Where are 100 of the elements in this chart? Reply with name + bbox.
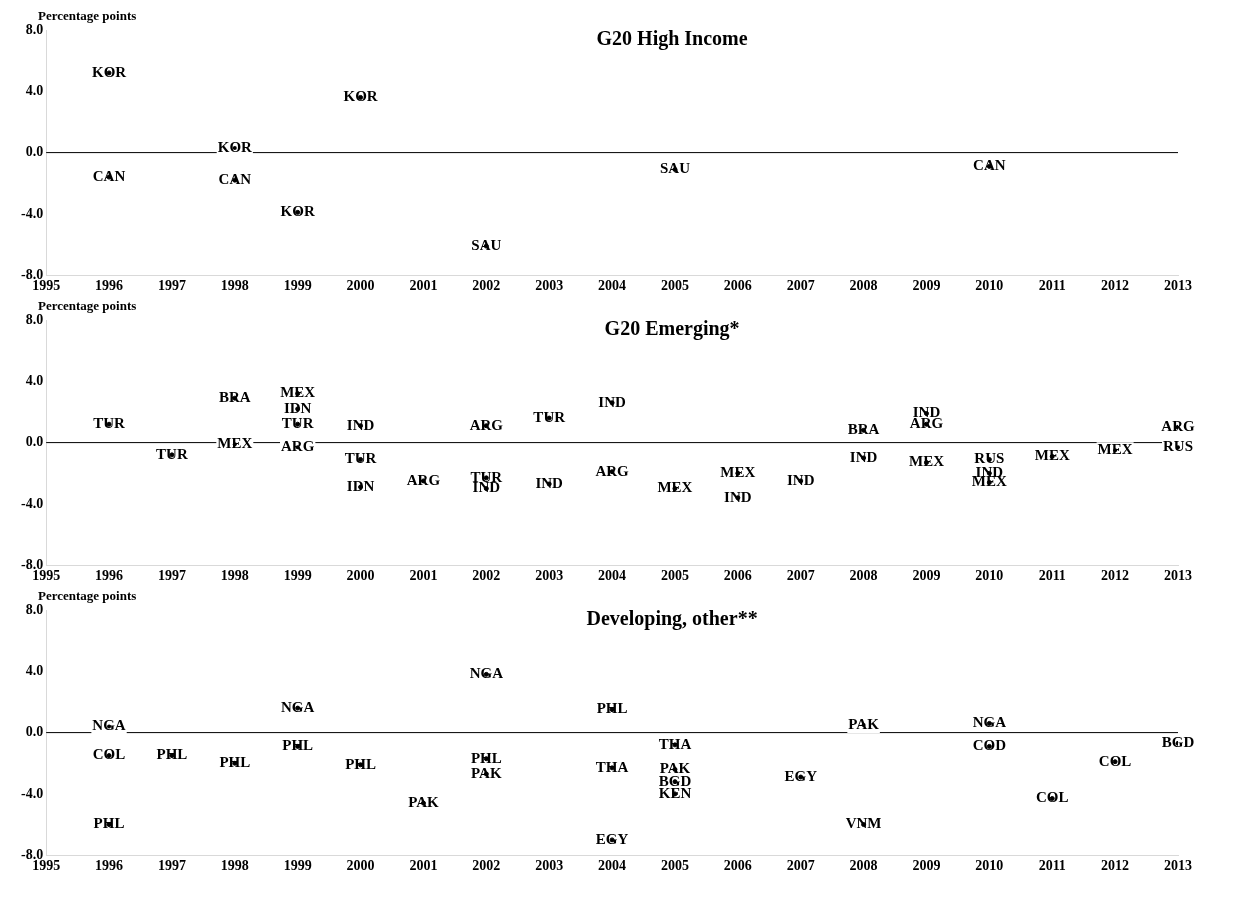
data-label: MEX <box>720 464 756 481</box>
y-tick-label: 0.0 <box>25 724 44 740</box>
x-tick-label: 2010 <box>975 858 1004 874</box>
data-label: PAK <box>848 715 880 732</box>
x-tick-label: 2013 <box>1164 858 1192 874</box>
x-tick-label: 2009 <box>912 278 941 294</box>
data-label: COD <box>972 737 1007 754</box>
chart-title: G20 Emerging* <box>604 317 740 341</box>
data-label: PHL <box>93 815 125 832</box>
x-tick-label: 2010 <box>975 568 1004 584</box>
x-tick-label: 1997 <box>157 568 186 584</box>
data-label: NGA <box>972 714 1007 731</box>
x-tick-label: 1997 <box>157 858 186 874</box>
data-label: PHL <box>282 737 314 754</box>
y-tick-label: -4.0 <box>20 495 44 511</box>
data-label: ARG <box>1161 418 1195 435</box>
x-tick-label: 2012 <box>1101 858 1130 874</box>
x-tick-label: 2004 <box>598 568 627 584</box>
x-tick-label: 2001 <box>409 568 438 584</box>
data-label: TUR <box>344 450 377 467</box>
x-tick-label: 2000 <box>346 858 375 874</box>
data-label: BRA <box>847 421 880 438</box>
x-tick-label: 2002 <box>472 858 501 874</box>
data-label: THA <box>658 735 692 752</box>
x-tick-label: 1999 <box>283 568 312 584</box>
x-tick-label: 1998 <box>220 278 249 294</box>
x-tick-label: 2005 <box>660 278 689 294</box>
y-tick-label: -4.0 <box>20 785 44 801</box>
y-tick-label: 8.0 <box>25 601 44 617</box>
data-label: IND <box>598 393 626 410</box>
y-tick-label: 8.0 <box>25 311 44 327</box>
data-label: KOR <box>91 63 127 80</box>
data-label: PHL <box>345 755 376 772</box>
data-label: THA <box>595 758 629 775</box>
data-label: NGA <box>281 698 315 715</box>
x-tick-label: 2000 <box>346 278 375 294</box>
x-tick-label: 2012 <box>1101 568 1130 584</box>
x-tick-label: 2001 <box>409 858 438 874</box>
data-label: IND <box>535 474 564 491</box>
x-tick-label: 2003 <box>535 278 564 294</box>
data-label: SAU <box>471 236 502 253</box>
x-tick-label: 1996 <box>95 278 124 294</box>
data-label: TUR <box>93 415 126 432</box>
data-label: RUS <box>1162 438 1194 455</box>
x-tick-label: 2007 <box>786 858 815 874</box>
y-tick-label: 0.0 <box>25 144 44 160</box>
x-tick-label: 2008 <box>849 858 878 874</box>
x-tick-label: 1998 <box>220 568 249 584</box>
data-label: BGD <box>1161 734 1195 751</box>
data-label: MEX <box>280 384 316 401</box>
y-axis-title: Percentage points <box>38 587 137 603</box>
x-tick-label: 2000 <box>346 568 375 584</box>
x-tick-label: 2005 <box>660 568 689 584</box>
y-tick-label: 8.0 <box>25 21 44 37</box>
x-tick-label: 2010 <box>975 278 1004 294</box>
chart-title: G20 High Income <box>596 27 748 51</box>
data-label: EGY <box>784 767 818 784</box>
x-tick-label: 2009 <box>912 858 941 874</box>
chart-title: Developing, other** <box>586 607 758 631</box>
data-label: CAN <box>973 157 1006 174</box>
data-label: COL <box>92 746 126 763</box>
data-label: PHL <box>219 754 251 771</box>
data-label: TUR <box>533 408 566 425</box>
data-label: PAK <box>408 793 440 810</box>
x-tick-label: 2003 <box>535 858 564 874</box>
x-tick-label: 1999 <box>283 858 312 874</box>
data-label: BRA <box>218 389 251 406</box>
data-label: ARG <box>406 471 441 488</box>
data-label: PHL <box>156 746 188 763</box>
data-label: ARG <box>469 416 504 433</box>
x-tick-label: 2004 <box>598 278 627 294</box>
data-label: MEX <box>657 479 693 496</box>
y-tick-label: 4.0 <box>25 662 44 678</box>
x-tick-label: 2004 <box>598 858 627 874</box>
x-tick-label: 2002 <box>472 278 501 294</box>
data-label: KOR <box>280 203 315 220</box>
x-tick-label: 2007 <box>786 568 815 584</box>
data-label: ARG <box>595 462 630 479</box>
data-label: RUS <box>974 450 1005 467</box>
data-label: VNM <box>845 815 882 832</box>
x-tick-label: 2002 <box>472 568 501 584</box>
data-label: MEX <box>1034 447 1070 464</box>
x-tick-label: 2013 <box>1164 278 1192 294</box>
x-tick-label: 2005 <box>660 858 689 874</box>
y-axis-title: Percentage points <box>38 7 137 23</box>
y-tick-label: 0.0 <box>25 434 44 450</box>
x-tick-label: 2011 <box>1038 278 1066 294</box>
x-tick-label: 2006 <box>723 858 752 874</box>
x-tick-label: 2003 <box>535 568 564 584</box>
data-label: CAN <box>218 171 252 188</box>
x-tick-label: 2001 <box>409 278 438 294</box>
x-tick-label: 2006 <box>723 278 752 294</box>
x-tick-label: 1996 <box>95 568 124 584</box>
x-tick-label: 2012 <box>1101 278 1130 294</box>
data-label: KOR <box>343 88 378 105</box>
x-tick-label: 1998 <box>220 858 249 874</box>
data-label: COL <box>1098 752 1132 769</box>
data-label: NGA <box>469 665 504 682</box>
y-tick-label: -4.0 <box>20 205 44 221</box>
x-tick-label: 2006 <box>723 568 752 584</box>
